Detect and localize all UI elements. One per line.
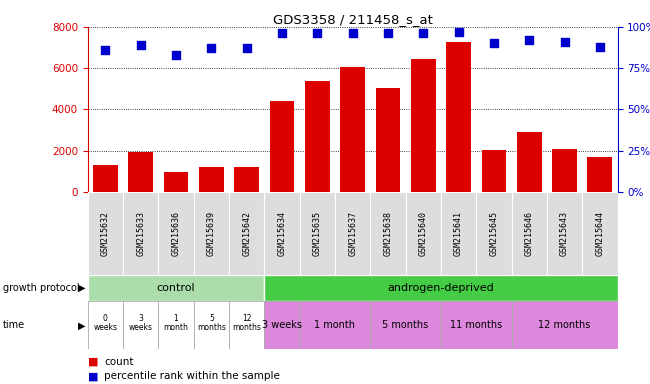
Text: time: time (3, 320, 25, 331)
Bar (123, 192, 159, 275)
Point (100, 47, 110, 53)
Bar (265, 301, 300, 349)
Text: control: control (157, 283, 196, 293)
Point (135, 42, 146, 48)
Text: GSM215635: GSM215635 (313, 211, 322, 256)
Bar (482, 150, 506, 192)
Bar (376, 88, 400, 192)
Bar (411, 59, 436, 192)
Bar (199, 167, 224, 192)
Point (453, 29, 463, 35)
Bar (547, 192, 582, 275)
Text: 0
weeks: 0 weeks (94, 314, 118, 333)
Text: 5
months: 5 months (197, 314, 226, 333)
Text: GSM215632: GSM215632 (101, 211, 110, 256)
Point (312, 30, 322, 36)
Text: 11 months: 11 months (450, 320, 502, 331)
Text: GSM215644: GSM215644 (595, 211, 604, 256)
Text: GSM215634: GSM215634 (278, 211, 287, 256)
Text: GSM215641: GSM215641 (454, 211, 463, 256)
Bar (234, 167, 259, 192)
Text: 12 months: 12 months (538, 320, 591, 331)
Bar (446, 42, 471, 192)
Text: 12
months: 12 months (232, 314, 261, 333)
Bar (406, 192, 441, 275)
Bar (476, 192, 512, 275)
Bar (128, 152, 153, 192)
Text: growth protocol: growth protocol (3, 283, 80, 293)
Bar (229, 192, 265, 275)
Bar (88, 275, 265, 301)
Text: GSM215642: GSM215642 (242, 211, 251, 256)
Bar (305, 81, 330, 192)
Bar (588, 157, 612, 192)
Bar (194, 301, 229, 349)
Bar (159, 301, 194, 349)
Bar (159, 192, 194, 275)
Text: ▶: ▶ (78, 283, 86, 293)
Text: 1 month: 1 month (315, 320, 356, 331)
Bar (300, 192, 335, 275)
Text: GSM215637: GSM215637 (348, 211, 357, 256)
Text: 1
month: 1 month (164, 314, 188, 333)
Bar (270, 101, 294, 192)
Bar (265, 275, 617, 301)
Point (595, 44, 605, 50)
Text: GSM215639: GSM215639 (207, 211, 216, 256)
Bar (441, 301, 512, 349)
Text: GSM215633: GSM215633 (136, 211, 145, 256)
Text: GSM215645: GSM215645 (489, 211, 499, 256)
Text: GSM215646: GSM215646 (525, 211, 534, 256)
Text: 3 weeks: 3 weeks (262, 320, 302, 331)
Text: GSM215640: GSM215640 (419, 211, 428, 256)
Text: count: count (104, 357, 133, 367)
Bar (370, 192, 406, 275)
Bar (370, 301, 441, 349)
Text: GSM215636: GSM215636 (172, 211, 181, 256)
Bar (123, 301, 159, 349)
Point (277, 30, 287, 36)
Title: GDS3358 / 211458_s_at: GDS3358 / 211458_s_at (273, 13, 432, 26)
Bar (512, 192, 547, 275)
Point (489, 40, 499, 46)
Bar (582, 192, 617, 275)
Bar (88, 192, 123, 275)
Bar (300, 301, 370, 349)
Text: androgen-deprived: androgen-deprived (387, 283, 494, 293)
Text: 5 months: 5 months (382, 320, 429, 331)
Text: ▶: ▶ (78, 320, 86, 331)
Text: GSM215643: GSM215643 (560, 211, 569, 256)
Point (171, 52, 181, 58)
Bar (194, 192, 229, 275)
Text: GSM215638: GSM215638 (384, 211, 393, 256)
Bar (335, 192, 370, 275)
Bar (552, 149, 577, 192)
Bar (88, 301, 123, 349)
Point (559, 39, 569, 45)
Bar (340, 67, 365, 192)
Point (418, 30, 428, 36)
Text: 3
weeks: 3 weeks (129, 314, 153, 333)
Point (524, 37, 534, 43)
Bar (265, 192, 300, 275)
Bar (229, 301, 265, 349)
Point (383, 30, 393, 36)
Text: percentile rank within the sample: percentile rank within the sample (104, 371, 280, 381)
Point (241, 45, 252, 51)
Text: ■: ■ (88, 371, 98, 381)
Bar (93, 165, 118, 192)
Bar (164, 172, 188, 192)
Bar (512, 301, 618, 349)
Bar (517, 132, 541, 192)
Text: ■: ■ (88, 357, 98, 367)
Bar (441, 192, 476, 275)
Point (206, 45, 216, 51)
Point (347, 30, 358, 36)
